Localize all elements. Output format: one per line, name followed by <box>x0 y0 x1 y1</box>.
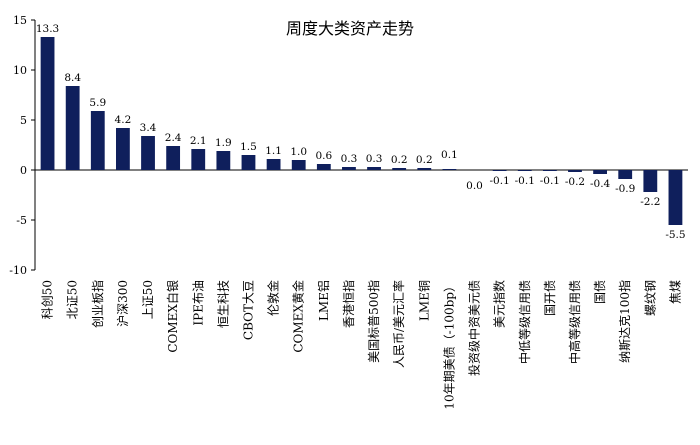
data-label: -0.1 <box>515 175 535 187</box>
data-label: -5.5 <box>665 229 685 241</box>
data-label: -0.1 <box>540 175 560 187</box>
data-label: 0.3 <box>341 153 358 165</box>
y-tick-label: 15 <box>13 14 27 27</box>
bar <box>593 170 608 174</box>
data-label: 0.3 <box>366 153 383 165</box>
bar <box>115 128 130 170</box>
bar <box>542 170 557 171</box>
x-axis-labels: 科创50 北证50 创业板指 沪深300 上证50 COMEX白银 IPE布油 恒生科技 CBO… <box>41 280 683 410</box>
value-labels: 13.3 8.4 5.9 4.2 3.4 2.4 2.1 1.9 1.5 1.1 1.0 0.6 0.3… <box>36 23 686 241</box>
x-tick-label: 上证50 <box>141 280 155 319</box>
data-label: 1.5 <box>240 141 257 153</box>
x-tick-label: 伦敦金 <box>266 280 281 316</box>
data-label: 0.0 <box>466 180 483 192</box>
bar <box>342 167 356 170</box>
x-tick-label: 美国标普500指 <box>366 280 381 363</box>
data-label: -0.2 <box>565 176 585 188</box>
data-label: -0.9 <box>615 183 635 195</box>
bar <box>367 167 381 170</box>
x-tick-label: 中高等级信用债 <box>567 280 582 364</box>
bar <box>266 159 281 170</box>
x-tick-label: 科创50 <box>41 280 55 319</box>
x-tick-label: 10年期美债（-100bp） <box>442 280 456 410</box>
x-tick-label: 美元指数 <box>492 280 507 328</box>
data-label: 3.4 <box>140 122 157 134</box>
bar <box>40 37 55 170</box>
x-tick-label: CBOT大豆 <box>241 280 255 340</box>
data-label: 4.2 <box>115 114 132 126</box>
bar <box>668 170 683 225</box>
bar <box>643 170 658 192</box>
bar <box>517 170 532 171</box>
y-axis: -10 -5 0 5 10 15 <box>9 14 688 277</box>
bar <box>568 170 582 172</box>
x-tick-label: LME铝 <box>316 280 331 321</box>
bar <box>166 146 181 170</box>
x-tick-label: 北证50 <box>66 280 80 319</box>
bar <box>90 111 105 170</box>
data-label: 0.1 <box>441 149 458 161</box>
chart-title: 周度大类资产走势 <box>286 19 414 38</box>
y-tick-label: -10 <box>9 264 27 277</box>
bar <box>492 170 507 171</box>
x-tick-label: 沪深300 <box>116 280 130 327</box>
y-tick-label: 10 <box>13 64 27 77</box>
data-label: 1.9 <box>215 137 232 149</box>
data-label: 0.2 <box>416 154 433 166</box>
bar <box>65 86 80 170</box>
x-tick-label: 螺纹钢 <box>643 280 657 316</box>
x-tick-label: 恒生科技 <box>216 280 230 328</box>
y-tick-label: 0 <box>20 164 27 177</box>
bar <box>316 164 331 170</box>
bar <box>392 168 407 170</box>
x-tick-label: COMEX白银 <box>165 280 180 353</box>
y-tick-label: -5 <box>16 214 27 227</box>
data-label: 1.0 <box>290 146 307 158</box>
x-tick-label: 创业板指 <box>90 280 105 328</box>
x-tick-label: IPE布油 <box>191 280 205 326</box>
x-tick-label: LME铜 <box>416 280 431 321</box>
x-tick-label: 中低等级信用债 <box>517 280 532 364</box>
x-tick-label: 人民币/美元汇率 <box>391 280 406 368</box>
x-tick-label: 焦煤 <box>668 280 682 304</box>
x-tick-label: COMEX黄金 <box>291 280 306 353</box>
bar <box>442 169 457 170</box>
data-label: -2.2 <box>640 196 660 208</box>
x-tick-label: 投资级中资美元债 <box>467 280 482 376</box>
data-label: 0.2 <box>391 154 408 166</box>
bar <box>241 155 256 170</box>
bar <box>618 170 633 179</box>
x-tick-label: 国债 <box>593 280 607 304</box>
data-label: 13.3 <box>36 23 59 35</box>
data-label: 0.6 <box>315 150 332 162</box>
data-label: 8.4 <box>64 72 81 84</box>
bar <box>141 136 155 170</box>
data-label: 2.4 <box>165 132 182 144</box>
y-tick-label: 5 <box>20 114 27 127</box>
data-label: 5.9 <box>89 97 106 109</box>
data-label: 2.1 <box>190 135 207 147</box>
data-label: -0.1 <box>490 175 510 187</box>
x-tick-label: 香港恒指 <box>341 280 356 328</box>
x-tick-label: 纳斯达克100指 <box>617 280 632 363</box>
bar <box>191 149 206 170</box>
bar <box>417 168 432 170</box>
bar <box>216 151 231 170</box>
data-label: -0.4 <box>590 178 611 190</box>
data-label: 1.1 <box>265 145 282 157</box>
x-tick-label: 国开债 <box>543 280 557 316</box>
bar <box>291 160 306 170</box>
bars <box>40 37 683 225</box>
